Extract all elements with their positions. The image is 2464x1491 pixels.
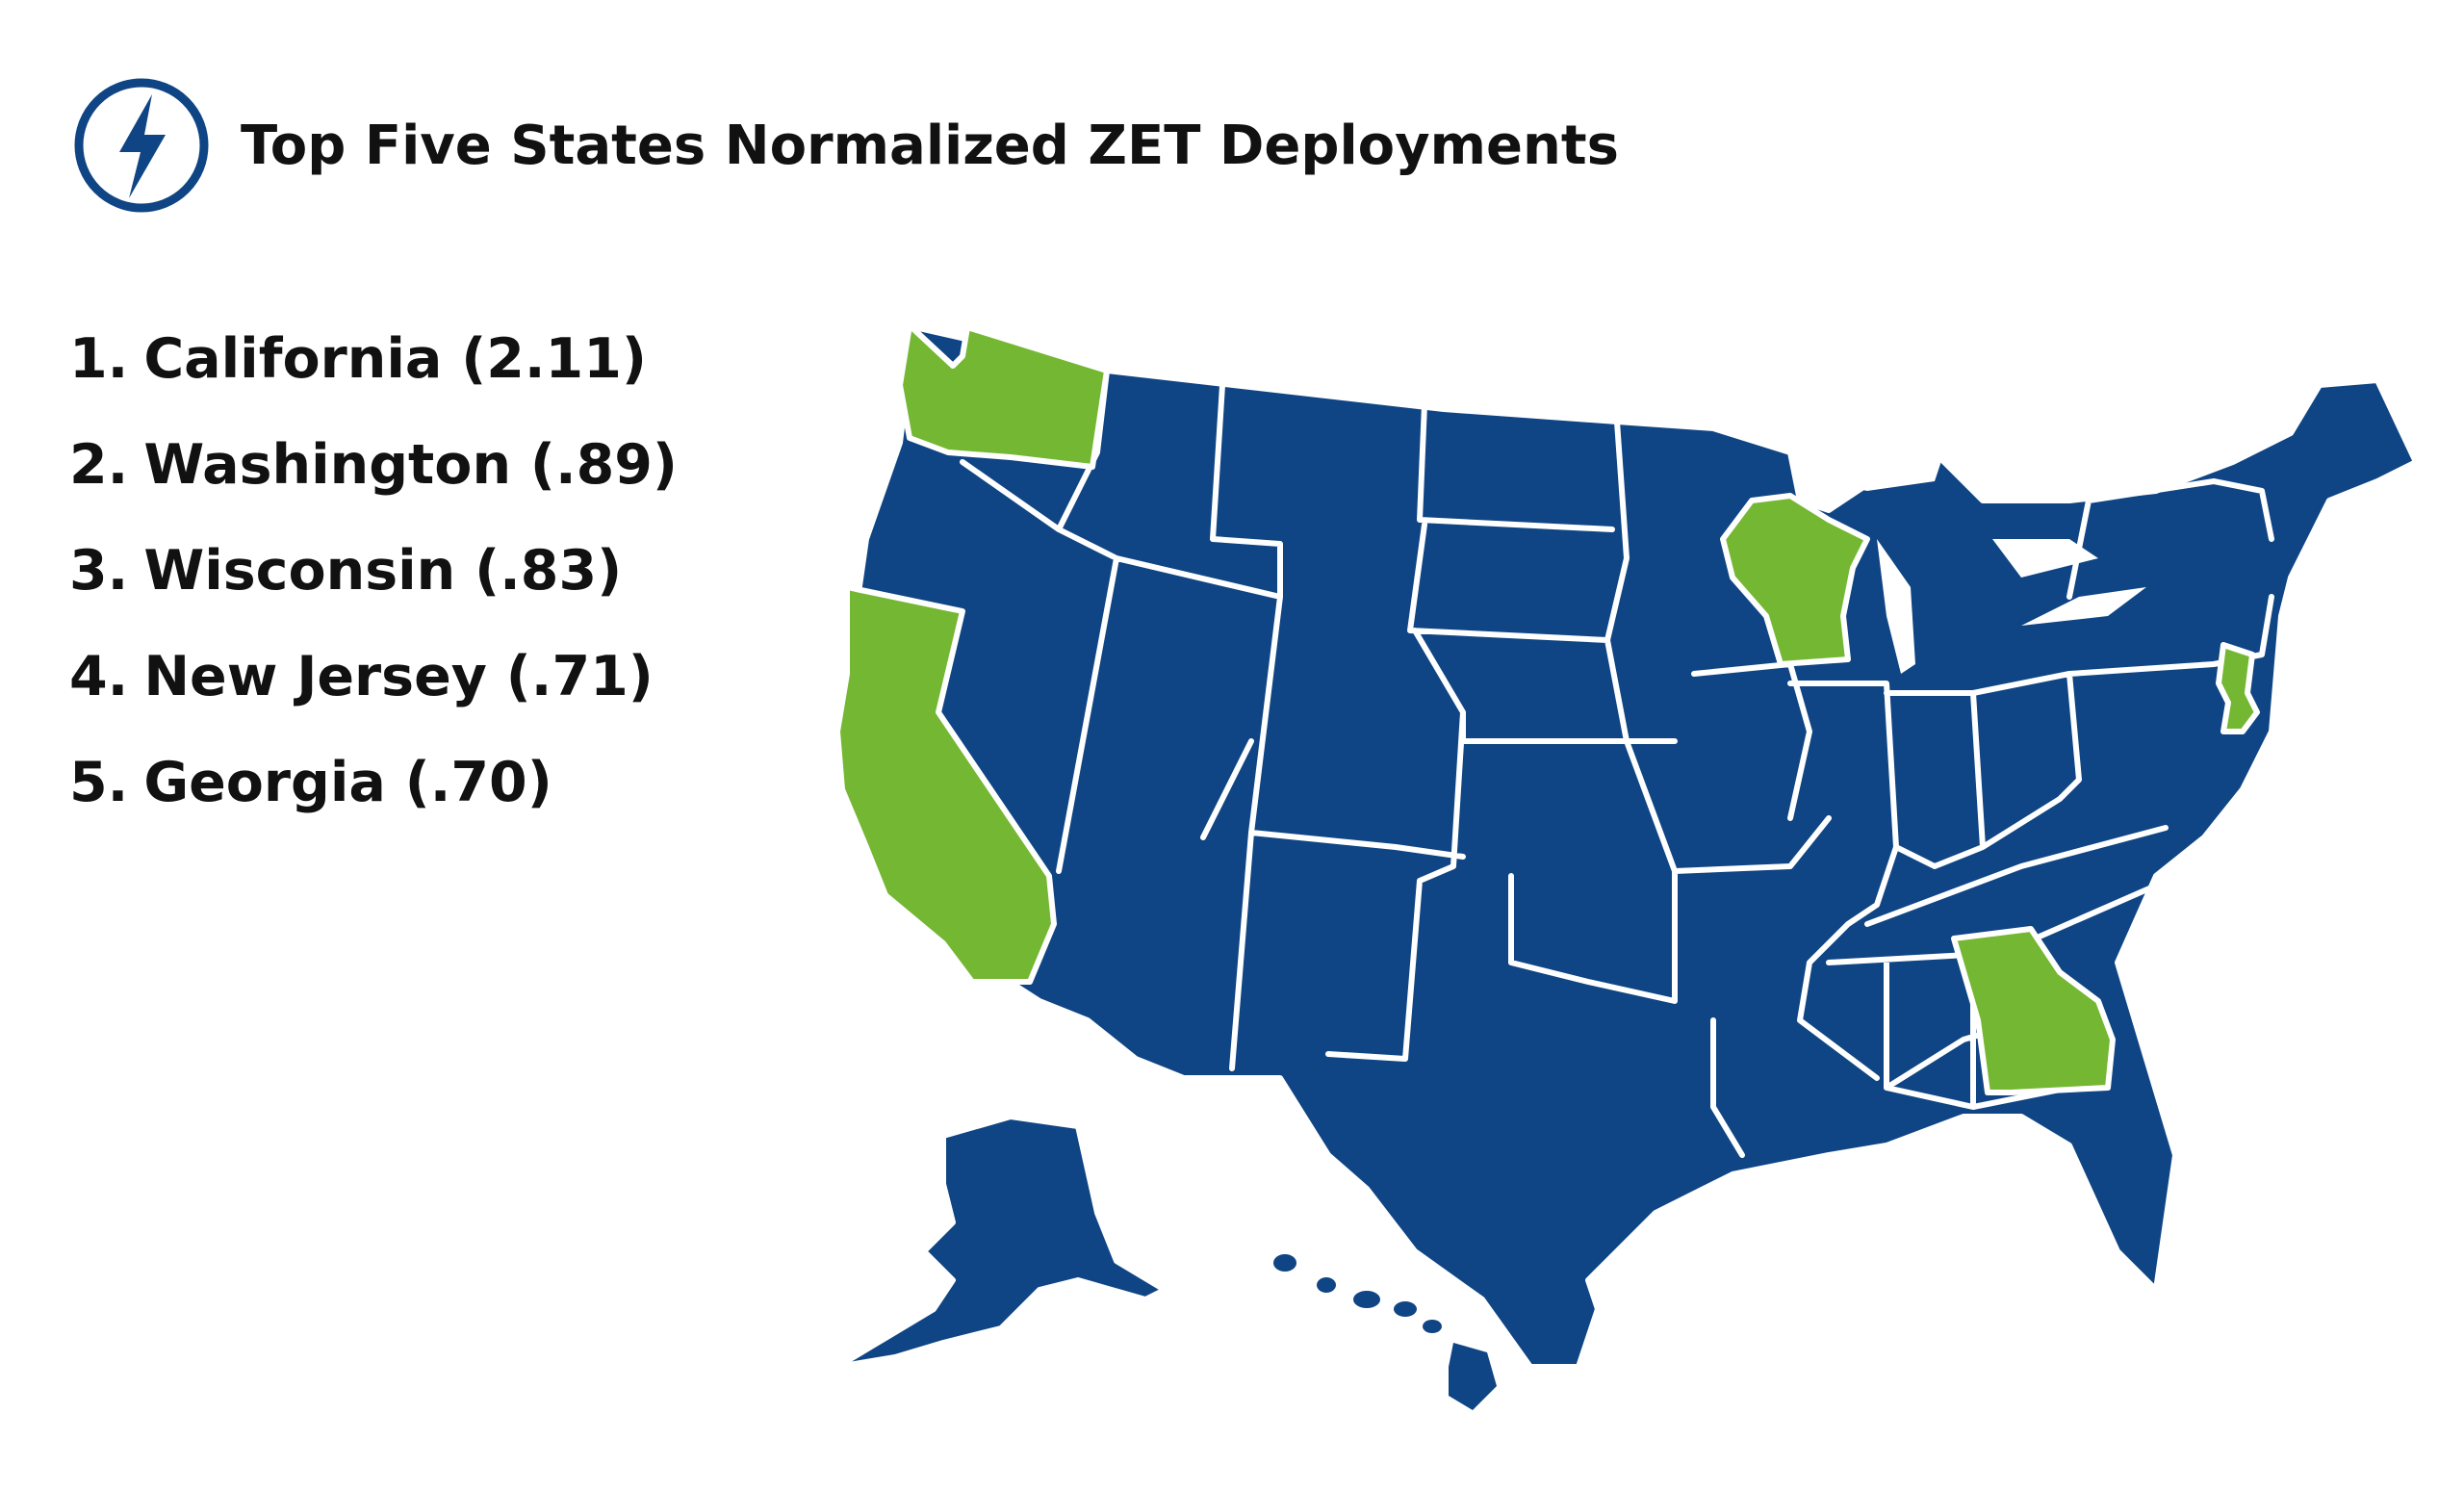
state-washington <box>897 322 1110 470</box>
list-item: 3. Wisconsin (.83) <box>69 539 623 603</box>
us-map <box>834 322 2419 1410</box>
ranking-list: 1. California (2.11) 2. Washington (.89) 3… <box>69 306 678 835</box>
state-georgia <box>1951 926 2116 1095</box>
state-california <box>834 584 1057 985</box>
great-lakes <box>1800 438 2146 674</box>
state-wisconsin <box>1720 493 1870 667</box>
page-title: Top Five States Normalized ZET Deploymen… <box>241 114 1619 177</box>
list-item: 1. California (2.11) <box>69 327 647 391</box>
ranking-label: Georgia (.70) <box>143 751 552 814</box>
header: Top Five States Normalized ZET Deploymen… <box>69 73 1619 218</box>
ranking-label: Wisconsin (.83) <box>143 539 623 603</box>
ranking-label: California (2.11) <box>143 327 647 391</box>
list-item: 5. Georgia (.70) <box>69 751 552 814</box>
ranking-label: New Jersey (.71) <box>143 645 654 708</box>
list-item: 2. Washington (.89) <box>69 433 678 497</box>
hawaii <box>1273 1254 1497 1410</box>
state-new-jersey <box>2216 642 2260 734</box>
ranking-label: Washington (.89) <box>143 433 678 497</box>
lightning-bolt-icon <box>74 78 209 213</box>
alaska <box>834 1114 1168 1370</box>
list-item: 4. New Jersey (.71) <box>69 645 654 708</box>
